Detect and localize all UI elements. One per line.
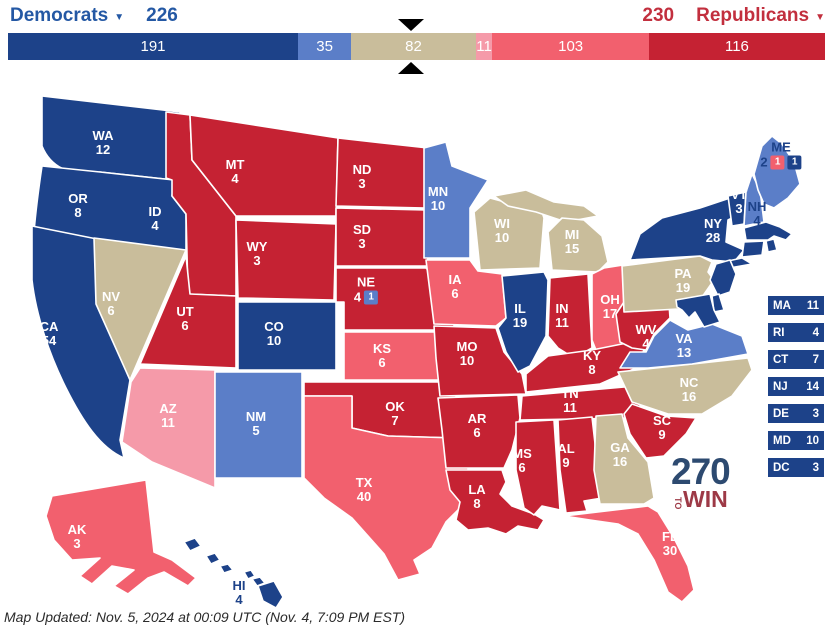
district-badge-ME[interactable]: 1	[787, 155, 802, 170]
east-badge-DC[interactable]: DC 3	[768, 458, 824, 477]
state-ND[interactable]	[335, 137, 429, 209]
east-coast-state-badges: MA 11 RI 4 CT 7 NJ 14 DE 3 MD 10 DC 3	[768, 296, 824, 477]
state-AL[interactable]	[557, 416, 603, 514]
state-NY[interactable]	[629, 195, 745, 263]
state-AZ[interactable]	[121, 367, 216, 489]
state-MS[interactable]	[515, 419, 561, 516]
state-MD[interactable]	[675, 293, 721, 328]
state-MI[interactable]	[547, 217, 609, 273]
state-MT[interactable]	[189, 114, 339, 217]
east-badge-DE[interactable]: DE 3	[768, 404, 824, 423]
state-HI[interactable]	[219, 563, 234, 574]
ev-bar-segment-likely_d: 35	[298, 33, 352, 60]
ev-bar-segment-tossup: 82	[351, 33, 476, 60]
state-NV[interactable]	[93, 237, 187, 381]
republicans-caret-icon[interactable]: ▼	[815, 11, 825, 23]
east-badge-MD[interactable]: MD 10	[768, 431, 824, 450]
state-MN[interactable]	[423, 141, 489, 259]
state-NH[interactable]	[743, 173, 765, 227]
state-VA[interactable]	[619, 319, 749, 369]
ev-bar-segment-lean_r: 11	[475, 33, 493, 60]
state-HI[interactable]	[205, 552, 221, 565]
democrats-caret-icon[interactable]: ▼	[114, 11, 125, 23]
republicans-label[interactable]: Republicans	[696, 5, 810, 26]
east-badge-RI[interactable]: RI 4	[768, 323, 824, 342]
state-HI[interactable]	[183, 537, 202, 552]
state-IL[interactable]	[497, 271, 549, 373]
state-HI[interactable]	[257, 580, 284, 609]
state-MA[interactable]	[743, 221, 793, 241]
state-FL[interactable]	[563, 505, 695, 603]
state-ME[interactable]	[753, 135, 801, 209]
state-AR[interactable]	[437, 394, 521, 469]
map-updated-text: Map Updated: Nov. 5, 2024 at 00:09 UTC (…	[4, 609, 406, 625]
republicans-dropdown[interactable]: 230 Republicans ▼	[642, 5, 825, 27]
threshold-marker-top-icon	[397, 19, 424, 31]
state-VT[interactable]	[727, 191, 747, 227]
state-MI[interactable]	[493, 189, 599, 223]
logo-win-text: WIN	[683, 486, 728, 512]
logo-to-text: TO	[673, 496, 683, 509]
state-SD[interactable]	[335, 207, 429, 267]
270towin-logo: 270 TO WIN	[671, 451, 731, 512]
threshold-marker-bottom-icon	[397, 62, 424, 74]
district-badge-NE[interactable]: 1	[364, 290, 379, 305]
district-badge-ME[interactable]: 1	[770, 155, 785, 170]
state-CT[interactable]	[741, 240, 765, 258]
democrats-dropdown[interactable]: Democrats ▼ 226	[10, 5, 178, 27]
state-NC[interactable]	[617, 357, 753, 415]
state-WI[interactable]	[473, 197, 545, 271]
logo-270-text: 270	[671, 451, 731, 492]
east-badge-NJ[interactable]: NJ 14	[768, 377, 824, 396]
electoral-vote-bar: 191 35 82 11 103 116	[8, 33, 826, 60]
state-TX[interactable]	[303, 395, 469, 581]
state-SC[interactable]	[623, 403, 697, 459]
state-WY[interactable]	[235, 219, 337, 301]
state-NJ[interactable]	[709, 259, 737, 297]
ev-bar-segment-safe_r: 116	[648, 33, 826, 60]
state-LA[interactable]	[445, 469, 545, 535]
state-CO[interactable]	[237, 301, 337, 371]
ev-bar-segment-likely_r: 103	[492, 33, 649, 60]
east-badge-MA[interactable]: MA 11	[768, 296, 824, 315]
ev-bar-segment-safe_d: 191	[8, 33, 299, 60]
democrats-label[interactable]: Democrats	[10, 5, 109, 26]
state-RI[interactable]	[765, 238, 778, 253]
east-badge-CT[interactable]: CT 7	[768, 350, 824, 369]
state-NM[interactable]	[214, 371, 303, 479]
state-UT[interactable]	[139, 255, 237, 369]
state-IN[interactable]	[547, 273, 593, 359]
state-CA[interactable]	[31, 225, 131, 459]
state-AK[interactable]	[45, 479, 197, 595]
state-HI[interactable]	[243, 569, 256, 580]
electoral-vote-bar-area: 191 35 82 11 103 116	[8, 19, 826, 74]
state-MO[interactable]	[433, 325, 527, 397]
republicans-total: 230	[642, 5, 675, 26]
democrats-total: 226	[146, 5, 178, 26]
state-GA[interactable]	[593, 413, 655, 505]
